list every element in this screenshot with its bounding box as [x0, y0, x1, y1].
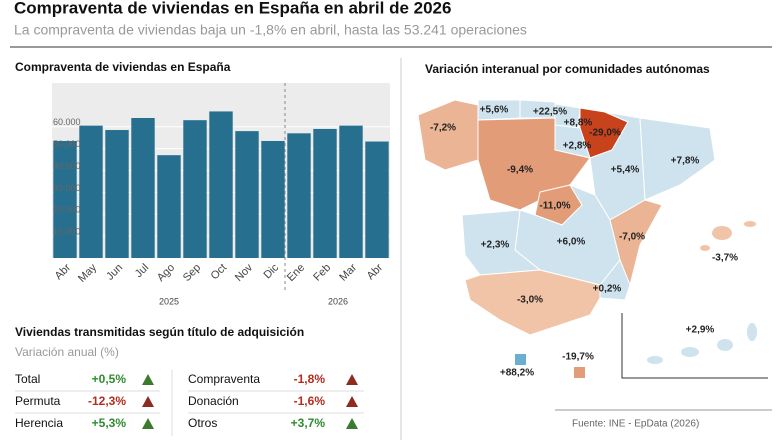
row-label: Permuta [15, 394, 61, 408]
row-label: Herencia [15, 416, 63, 430]
trend-icon [142, 418, 154, 429]
y-tick-label: 50.000 [53, 139, 81, 149]
bar [235, 131, 259, 258]
region-label: +88,2% [500, 368, 534, 379]
island [647, 356, 663, 364]
x-tick-label: May [76, 261, 100, 285]
row-value: -1,8% [294, 372, 326, 386]
x-tick-label: Abr [53, 261, 74, 282]
region-label: -29,0% [589, 128, 621, 139]
region [417, 99, 479, 171]
x-tick-label: Mar [337, 261, 359, 283]
title: Compraventa de viviendas en España en ab… [14, 0, 451, 17]
trend-icon [142, 396, 154, 407]
row-value: +5,3% [92, 416, 127, 430]
region-label: +22,5% [533, 107, 567, 118]
region-label: -3,0% [517, 295, 543, 306]
y-tick-label: 40.000 [53, 161, 81, 171]
x-tick-label: Jun [104, 262, 125, 283]
region-label: +5,4% [611, 165, 640, 176]
trend-icon [346, 374, 358, 385]
region-label: -7,0% [619, 232, 645, 243]
region-label: -9,4% [507, 165, 533, 176]
chart-title: Compraventa de viviendas en España [15, 60, 231, 74]
region-label: +7,8% [671, 156, 700, 167]
x-tick-label: Nov [233, 261, 256, 284]
table-subtitle: Variación anual (%) [15, 345, 119, 359]
x-tick-label: Dic [261, 261, 281, 281]
map-title: Variación interanual por comunidades aut… [425, 62, 710, 76]
x-tick-label: Feb [311, 262, 333, 284]
bar [183, 120, 207, 258]
bar [339, 125, 363, 258]
bar [157, 155, 181, 258]
x-tick-label: Ene [285, 262, 307, 284]
region-label: +5,6% [480, 105, 509, 116]
island [681, 347, 699, 357]
table-title: Viviendas transmitidas según título de a… [15, 325, 304, 339]
row-label: Otros [188, 416, 217, 430]
region [464, 269, 601, 336]
bar [105, 130, 129, 258]
region-label: -7,2% [430, 123, 456, 134]
subtitle: La compraventa de viviendas baja un -1,8… [14, 22, 527, 38]
x-tick-label: Oct [209, 262, 230, 283]
y-tick-label: 20.000 [53, 205, 81, 215]
region [639, 117, 716, 201]
x-tick-label: Abr [365, 261, 386, 282]
region-label: +0,2% [593, 284, 622, 295]
trend-icon [346, 396, 358, 407]
melilla [574, 367, 585, 378]
region-label: -11,0% [539, 201, 570, 212]
row-label: Total [15, 372, 40, 386]
region-label: +6,0% [557, 237, 586, 248]
row-value: +3,7% [291, 416, 326, 430]
bar [79, 125, 103, 258]
x-tick-label: Ago [155, 262, 177, 284]
x-tick-label: Jul [133, 262, 151, 280]
region-label: +2,3% [481, 240, 510, 251]
y-tick-label: 60.000 [53, 117, 81, 127]
trend-icon [346, 418, 358, 429]
bar [287, 133, 311, 258]
island [712, 226, 732, 240]
trend-icon [142, 374, 154, 385]
region-label: +2,9% [686, 325, 715, 336]
row-label: Compraventa [188, 372, 260, 386]
ceuta [515, 354, 526, 365]
region-label: +2,8% [563, 141, 592, 152]
x-tick-label: Sep [181, 262, 203, 284]
year-label: 2026 [328, 296, 348, 306]
bar [261, 140, 285, 258]
bar [53, 140, 77, 258]
source: Fuente: INE - EpData (2026) [572, 419, 699, 430]
island [717, 339, 733, 351]
bar [131, 118, 155, 258]
map: +5,6% +22,5%+8,8%-29,0% -7,2% +2,8% -9,4% +5,… [417, 99, 768, 379]
year-label: 2025 [159, 296, 179, 306]
y-tick-label: 10.000 [53, 227, 81, 237]
bar [209, 111, 233, 258]
region-label: -19,7% [562, 352, 594, 363]
row-value: -12,3% [88, 394, 126, 408]
region-label: -3,7% [712, 253, 738, 264]
canarias-frame [621, 313, 768, 379]
row-value: +0,5% [92, 372, 127, 386]
island [700, 245, 710, 251]
region-label: +8,8% [564, 118, 593, 129]
bar [365, 141, 389, 258]
bar [313, 128, 337, 258]
island [747, 323, 757, 341]
row-value: -1,6% [294, 394, 326, 408]
y-tick-label: 30.000 [53, 183, 81, 193]
row-label: Donación [188, 394, 239, 408]
island [744, 221, 756, 227]
